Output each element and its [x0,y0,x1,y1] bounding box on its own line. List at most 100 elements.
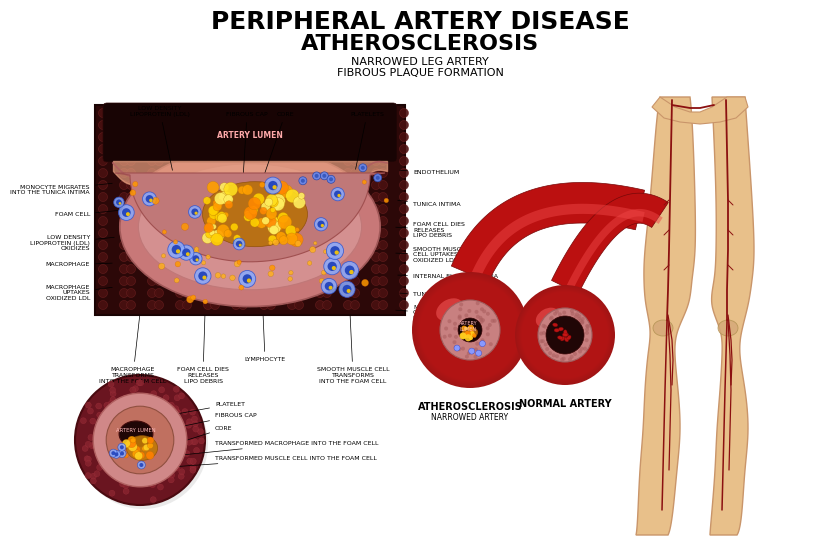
Circle shape [371,120,381,129]
Circle shape [270,217,285,231]
Circle shape [82,445,88,451]
Circle shape [155,477,161,483]
Circle shape [415,276,525,385]
Circle shape [182,120,192,129]
Circle shape [97,464,102,470]
Circle shape [454,335,458,339]
Circle shape [123,488,129,494]
Circle shape [215,213,223,222]
Text: FOAM CELL DIES
RELEASES
LIPO DEBRIS: FOAM CELL DIES RELEASES LIPO DEBRIS [396,222,465,239]
Circle shape [265,198,273,206]
Circle shape [230,223,238,231]
Circle shape [119,120,129,129]
Circle shape [555,354,559,358]
Circle shape [195,268,211,284]
Circle shape [173,386,180,392]
Circle shape [316,133,324,142]
Circle shape [181,223,189,230]
Circle shape [475,350,481,356]
Circle shape [400,277,408,286]
Circle shape [261,202,270,211]
Circle shape [287,301,297,310]
Circle shape [211,301,219,310]
Circle shape [400,120,408,129]
Circle shape [113,450,120,458]
Circle shape [260,301,269,310]
Circle shape [127,277,135,286]
Circle shape [202,276,207,279]
Circle shape [213,202,222,211]
Circle shape [118,202,121,204]
Circle shape [313,241,317,245]
Circle shape [98,133,108,142]
Circle shape [159,387,165,393]
Circle shape [244,207,257,220]
Circle shape [295,301,303,310]
Circle shape [209,210,218,219]
Circle shape [192,208,198,216]
Circle shape [316,144,324,153]
Text: ATHEROSCLEROSIS: ATHEROSCLEROSIS [417,402,522,412]
Circle shape [374,174,381,182]
Circle shape [465,332,470,338]
Circle shape [119,301,129,310]
Circle shape [98,193,108,202]
Circle shape [113,197,124,208]
Circle shape [174,278,179,283]
Circle shape [239,133,248,142]
Circle shape [192,421,198,427]
Circle shape [161,254,165,258]
Text: MACROPHAGE
TRANSFORMS
INTO THE FOAM CELL: MACROPHAGE TRANSFORMS INTO THE FOAM CELL [99,316,166,384]
Circle shape [207,181,219,193]
Circle shape [266,288,276,297]
Circle shape [126,212,130,216]
Circle shape [467,309,471,313]
Circle shape [169,472,175,478]
Circle shape [329,178,333,181]
Circle shape [327,242,344,259]
Polygon shape [552,193,669,293]
FancyBboxPatch shape [103,103,397,162]
Circle shape [127,264,135,273]
Circle shape [108,381,114,387]
Circle shape [176,288,185,297]
Circle shape [549,351,552,355]
Circle shape [237,260,241,264]
Text: TRANSFORMED MACROPHAGE INTO THE FOAM CELL: TRANSFORMED MACROPHAGE INTO THE FOAM CEL… [172,441,379,456]
Circle shape [91,473,97,479]
Circle shape [213,199,223,208]
Circle shape [176,109,185,118]
Circle shape [344,265,354,275]
Text: PLATELET: PLATELET [172,402,245,415]
Circle shape [400,180,408,189]
Circle shape [414,274,526,386]
Circle shape [539,339,543,343]
Circle shape [119,277,129,286]
Circle shape [211,230,223,242]
Circle shape [211,109,219,118]
Circle shape [159,263,165,269]
Circle shape [379,120,387,129]
Circle shape [203,109,213,118]
Circle shape [585,328,589,332]
Circle shape [98,288,108,297]
Circle shape [192,416,197,422]
Circle shape [400,133,408,142]
Circle shape [270,225,279,235]
Circle shape [148,301,156,310]
Circle shape [316,120,324,129]
Circle shape [138,461,145,469]
Circle shape [155,156,164,166]
Circle shape [234,235,241,242]
Circle shape [323,109,332,118]
Circle shape [570,355,574,359]
Circle shape [98,228,108,237]
Circle shape [119,253,129,262]
Circle shape [98,109,108,118]
Circle shape [379,133,387,142]
Circle shape [86,460,92,466]
Circle shape [475,310,479,314]
Circle shape [287,288,297,297]
Circle shape [468,333,473,338]
Circle shape [75,375,205,505]
